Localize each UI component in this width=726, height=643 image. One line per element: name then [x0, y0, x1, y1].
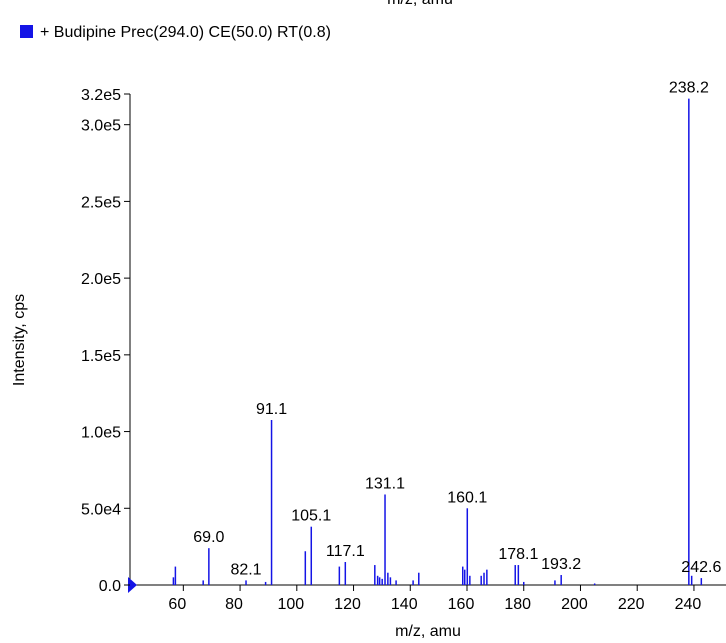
peak-label: 178.1 — [498, 546, 538, 563]
y-tick-label: 2.0e5 — [81, 271, 121, 288]
legend-swatch — [20, 25, 33, 38]
x-tick-label: 220 — [618, 596, 645, 613]
peak-label: 242.6 — [681, 559, 721, 576]
x-tick-label: 100 — [277, 596, 304, 613]
legend-label: + Budipine Prec(294.0) CE(50.0) RT(0.8) — [40, 24, 331, 41]
y-tick-label: 5.0e4 — [81, 501, 121, 518]
x-axis-title: m/z, amu — [395, 623, 461, 640]
peak-label: 131.1 — [365, 475, 405, 492]
y-tick-label: 0.0 — [99, 578, 121, 595]
y-axis-title: Intensity, cps — [11, 294, 28, 386]
y-tick-label: 1.5e5 — [81, 348, 121, 365]
x-tick-label: 140 — [391, 596, 418, 613]
x-tick-label: 180 — [504, 596, 531, 613]
y-tick-label: 2.5e5 — [81, 194, 121, 211]
y-tick-label: 3.0e5 — [81, 118, 121, 135]
y-tick-label: 3.2e5 — [81, 87, 121, 104]
peak-label: 69.0 — [193, 529, 224, 546]
top-label: m/z, amu — [387, 0, 453, 8]
peak-label: 105.1 — [291, 508, 331, 525]
y-tick-label: 1.0e5 — [81, 425, 121, 442]
peak-label: 238.2 — [669, 80, 709, 97]
x-tick-label: 80 — [225, 596, 243, 613]
x-tick-label: 160 — [448, 596, 475, 613]
x-tick-label: 120 — [334, 596, 361, 613]
x-tick-label: 60 — [168, 596, 186, 613]
x-tick-label: 240 — [675, 596, 702, 613]
peak-label: 193.2 — [541, 556, 581, 573]
peak-label: 82.1 — [230, 561, 261, 578]
peak-label: 91.1 — [256, 401, 287, 418]
baseline-marker — [128, 577, 137, 593]
peak-label: 117.1 — [326, 543, 365, 560]
peak-label: 160.1 — [447, 489, 487, 506]
x-tick-label: 200 — [561, 596, 588, 613]
